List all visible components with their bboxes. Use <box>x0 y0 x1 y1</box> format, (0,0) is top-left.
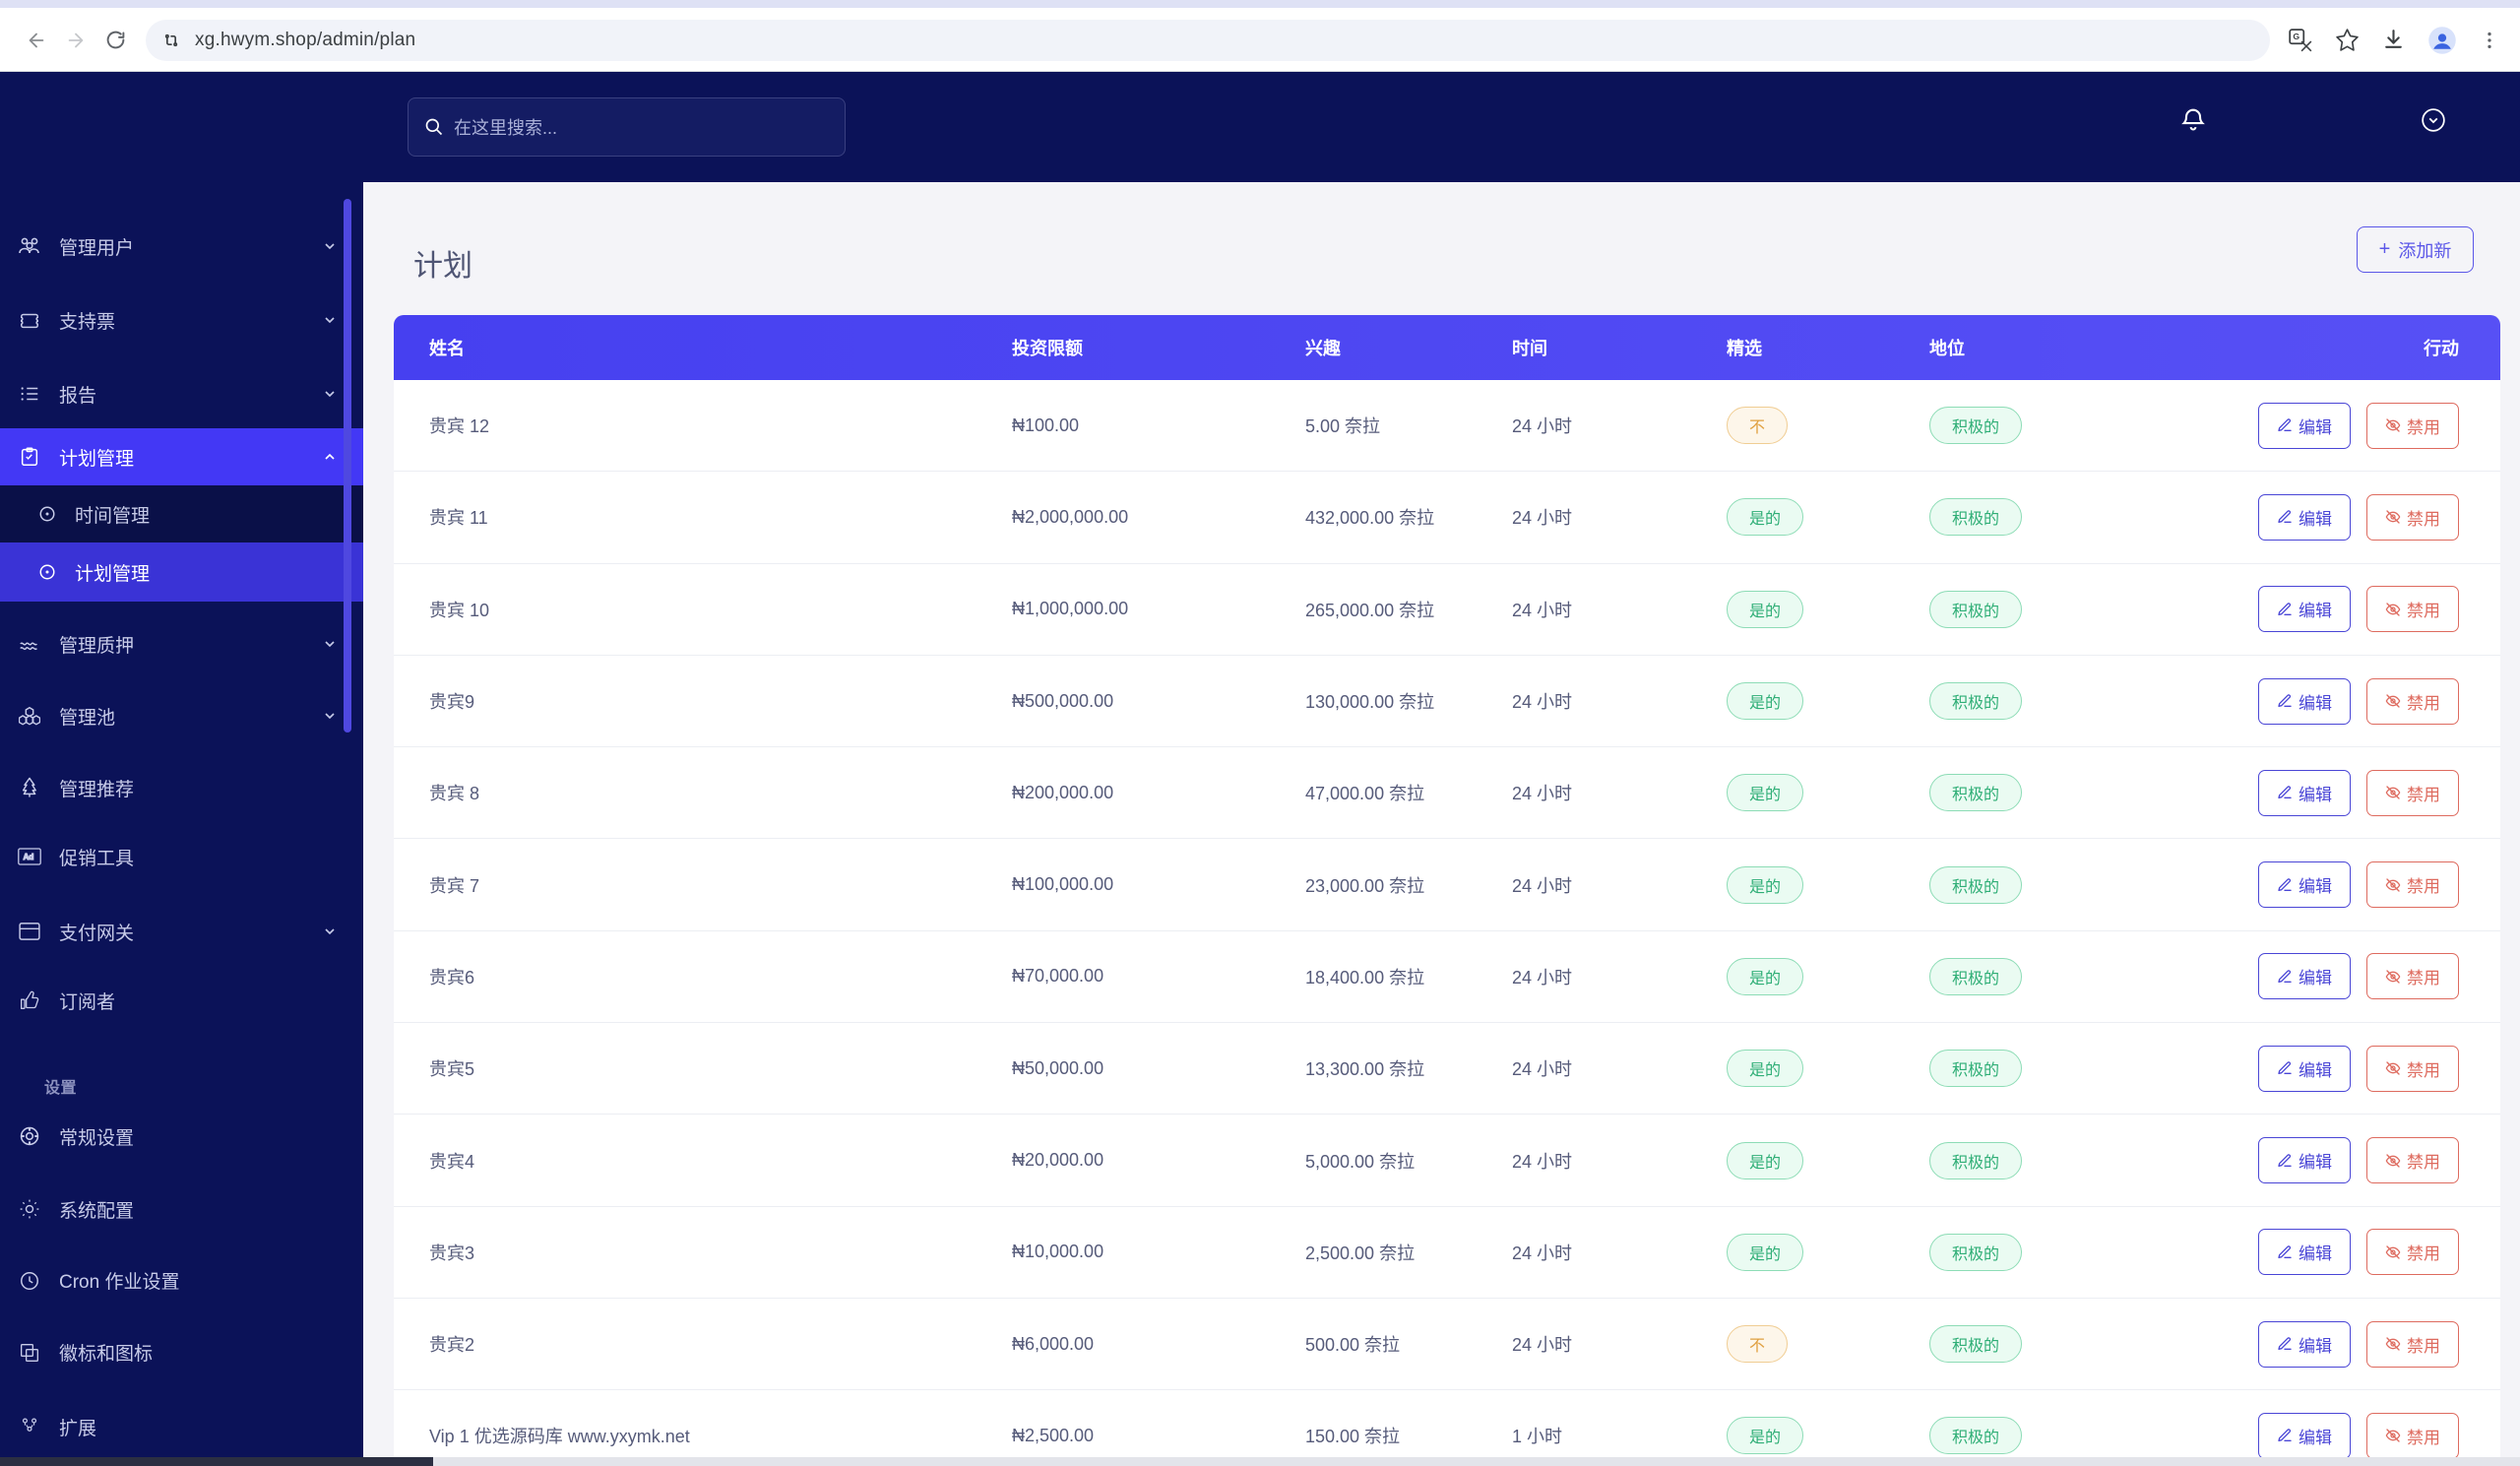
svg-text:Ad: Ad <box>24 853 34 861</box>
svg-text:G: G <box>2293 31 2300 40</box>
